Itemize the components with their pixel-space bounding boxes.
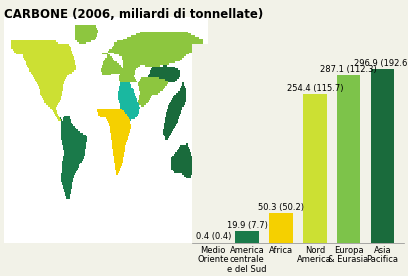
Text: 0.4 (0.4): 0.4 (0.4) [195,232,231,242]
Bar [235,231,259,243]
Text: 296.9 (192.6): 296.9 (192.6) [354,59,408,68]
Text: CARBONE (2006, miliardi di tonnellate): CARBONE (2006, miliardi di tonnellate) [4,8,263,21]
Bar [370,69,394,243]
Bar [269,213,293,243]
Bar [337,75,360,243]
Text: 50.3 (50.2): 50.3 (50.2) [258,203,304,212]
Text: 19.9 (7.7): 19.9 (7.7) [227,221,268,230]
Bar [303,94,326,243]
Text: 287.1 (112.3): 287.1 (112.3) [320,65,377,74]
Text: 254.4 (115.7): 254.4 (115.7) [286,84,343,93]
